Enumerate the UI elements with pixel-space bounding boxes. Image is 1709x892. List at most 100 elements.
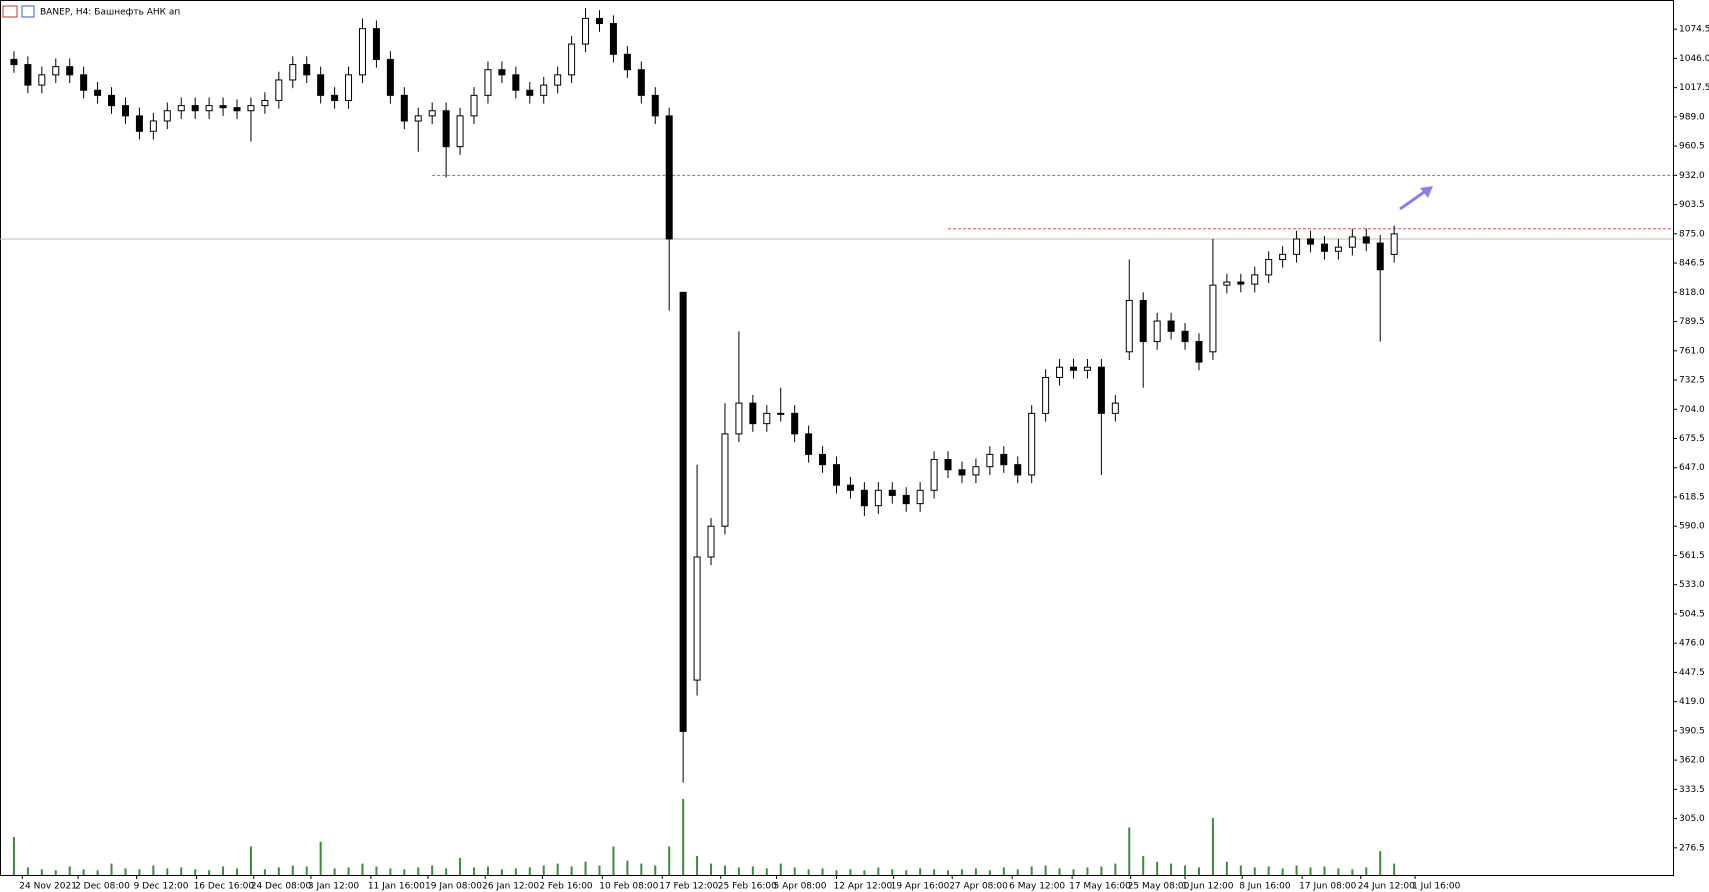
candle-body [38,74,46,86]
icon [21,5,35,18]
x-tick-label: 6 May 12:00 [1009,882,1065,892]
candle-body [735,402,743,435]
candle-body [637,69,645,96]
candle-body [665,115,673,240]
candle-body [24,64,32,86]
volume-bar [222,866,225,875]
candle-body [846,484,854,491]
y-tick-label: 647.0 [1679,463,1705,473]
candle-body [303,64,311,76]
candle-body [1390,233,1398,255]
volume-bar [1184,865,1187,875]
candle-body [219,105,227,109]
volume-bar [640,863,643,875]
y-tick-label: 390.5 [1679,726,1705,736]
candle-body [498,69,506,76]
volume-bar [542,865,545,875]
volume-bar [194,869,197,875]
volume-bar [933,869,936,875]
volume-bar [1002,867,1005,875]
candle-body [902,494,910,505]
candle-body [986,453,994,468]
volume-bar [319,841,322,875]
candle-body [1195,341,1203,363]
x-tick-label: 17 Feb 12:00 [659,882,718,892]
volume-bar [696,856,699,875]
icon [2,5,18,18]
candle-body [289,64,297,81]
y-tick-label: 1074.5 [1679,25,1709,35]
volume-bar [236,868,239,875]
volume-bar [1197,867,1200,875]
volume-bar [1058,868,1061,875]
candle-body [400,94,408,122]
x-tick-label: 1 Jul 16:00 [1412,882,1461,892]
candle-body [1320,243,1328,252]
volume-bar [626,860,629,875]
volume-bar [1072,869,1075,875]
volume-bar [82,869,85,875]
volume-bar [877,867,880,875]
candle-body [833,464,840,486]
volume-bar [417,867,420,875]
x-tick-label: 26 Jan 12:00 [482,882,539,892]
x-tick-label: 2 Feb 16:00 [539,882,593,892]
candle-body [749,402,757,425]
candle-body [582,17,590,45]
candle-body [1334,246,1342,252]
candle-body [177,105,185,112]
candle-body [10,58,18,66]
candle-body [191,105,199,112]
candle-body [345,74,353,101]
candle-body [707,525,715,558]
candle-body [1362,236,1370,244]
volume-bar [1170,863,1173,875]
volume-bar [1016,869,1019,875]
volume-bar [124,868,127,875]
volume-bar [682,799,685,875]
arrow-head [1420,186,1433,198]
candle-body [414,115,422,122]
y-tick-label: 932.0 [1679,171,1705,181]
x-tick-label: 19 Apr 16:00 [891,882,950,892]
y-tick-label: 590.0 [1679,522,1705,532]
volume-bar [765,868,768,875]
candle-body [860,489,868,507]
volume-bar [166,868,169,875]
volume-bar [835,870,838,875]
volume-bar [807,869,810,875]
x-tick-label: 8 Jun 16:00 [1239,882,1291,892]
candle-body [888,489,896,496]
volume-bar [347,867,350,875]
volume-bar [1128,827,1131,875]
y-tick-label: 761.0 [1679,346,1705,356]
y-tick-label: 618.5 [1679,492,1705,502]
volume-bar [737,867,740,875]
volume-bar [960,869,963,875]
candle-body [1070,366,1078,371]
candle-body [94,89,102,96]
volume-bar [375,866,378,875]
candle-body [233,107,241,112]
volume-bar [710,863,713,875]
volume-bar [919,868,922,875]
candle-body [247,105,255,112]
candle-body [358,28,366,76]
candle-body [958,469,966,476]
plot-frame [0,0,1674,876]
candle-body [930,459,938,491]
volume-bar [974,868,977,875]
candle-body [874,489,882,507]
volume-bar [556,863,559,875]
x-tick-label: 19 Jan 08:00 [425,882,482,892]
x-tick-label: 2 Dec 08:00 [75,882,130,892]
candle-body [428,110,436,117]
candle-body [972,466,980,476]
x-tick-label: 24 Nov 2021 [19,882,77,892]
candle-body [526,89,534,96]
volume-bar [584,861,587,875]
volume-bar [54,870,57,875]
candle-body [1293,238,1301,255]
volume-bar [988,870,991,875]
volume-bar [891,869,894,875]
